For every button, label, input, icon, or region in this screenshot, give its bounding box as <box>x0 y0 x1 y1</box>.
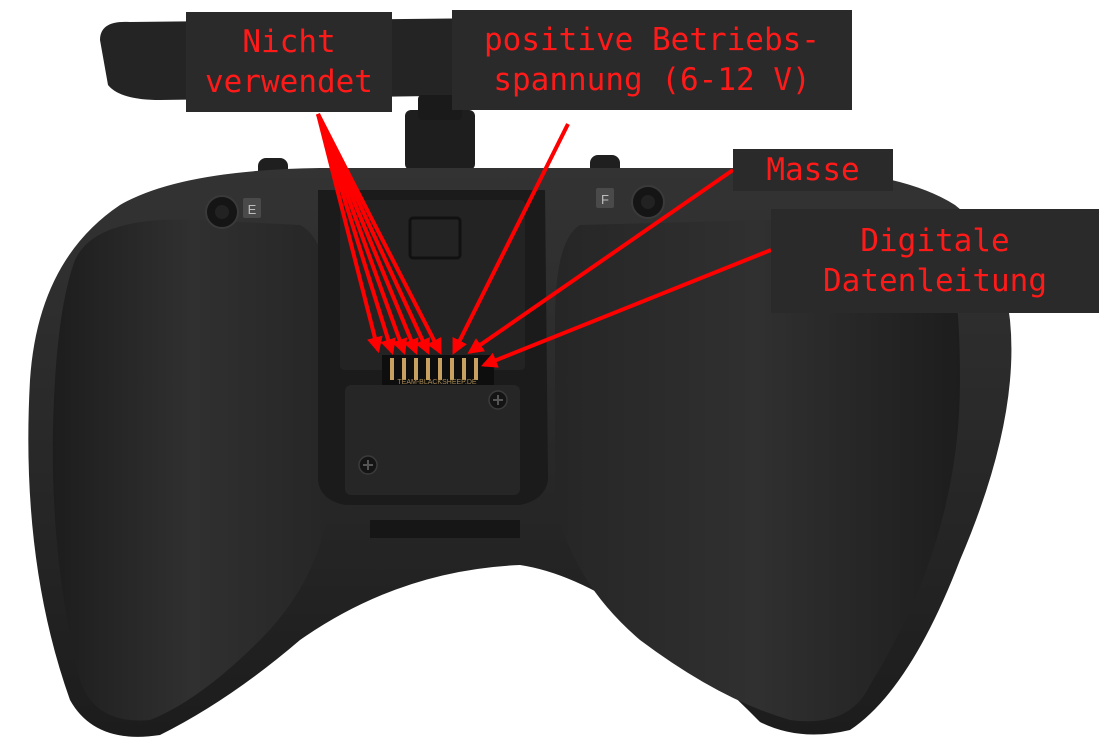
callout-positive-voltage-line1: positive Betriebs- <box>484 22 820 58</box>
arrow-ground <box>467 168 735 354</box>
screw-bottom-left <box>358 455 378 475</box>
arrow-positive-voltage <box>452 123 570 355</box>
callout-not-used-line2: verwendet <box>205 64 373 100</box>
callout-ground-line1: Masse <box>766 152 860 188</box>
callout-not-used: Nicht verwendet <box>186 12 392 112</box>
arrows <box>316 113 772 368</box>
callout-data-line-line1: Digitale <box>860 223 1010 259</box>
left-grip <box>52 219 331 721</box>
button-letter-f: F <box>601 192 609 207</box>
callout-positive-voltage: positive Betriebs- spannung (6-12 V) <box>452 10 852 110</box>
rear-button-e <box>205 195 261 229</box>
module-connector: TEAM-BLACKSHEEP.DE <box>382 355 494 386</box>
connector-pins <box>390 358 478 380</box>
arrow-unused-pin-1 <box>316 113 383 354</box>
callout-data-line-line2: Datenleitung <box>823 263 1047 299</box>
right-grip <box>555 217 960 722</box>
arrow-unused-pin-6 <box>316 113 442 355</box>
callout-ground: Masse <box>733 149 893 191</box>
callout-not-used-line1: Nicht <box>242 24 336 60</box>
arrow-data-line <box>481 248 772 368</box>
screw-top-right <box>488 390 508 410</box>
connector-label: TEAM-BLACKSHEEP.DE <box>397 379 477 386</box>
callout-positive-voltage-line2: spannung (6-12 V) <box>493 62 811 98</box>
button-letter-e: E <box>248 202 257 217</box>
rear-button-f <box>596 185 665 219</box>
callout-data-line: Digitale Datenleitung <box>771 209 1099 313</box>
